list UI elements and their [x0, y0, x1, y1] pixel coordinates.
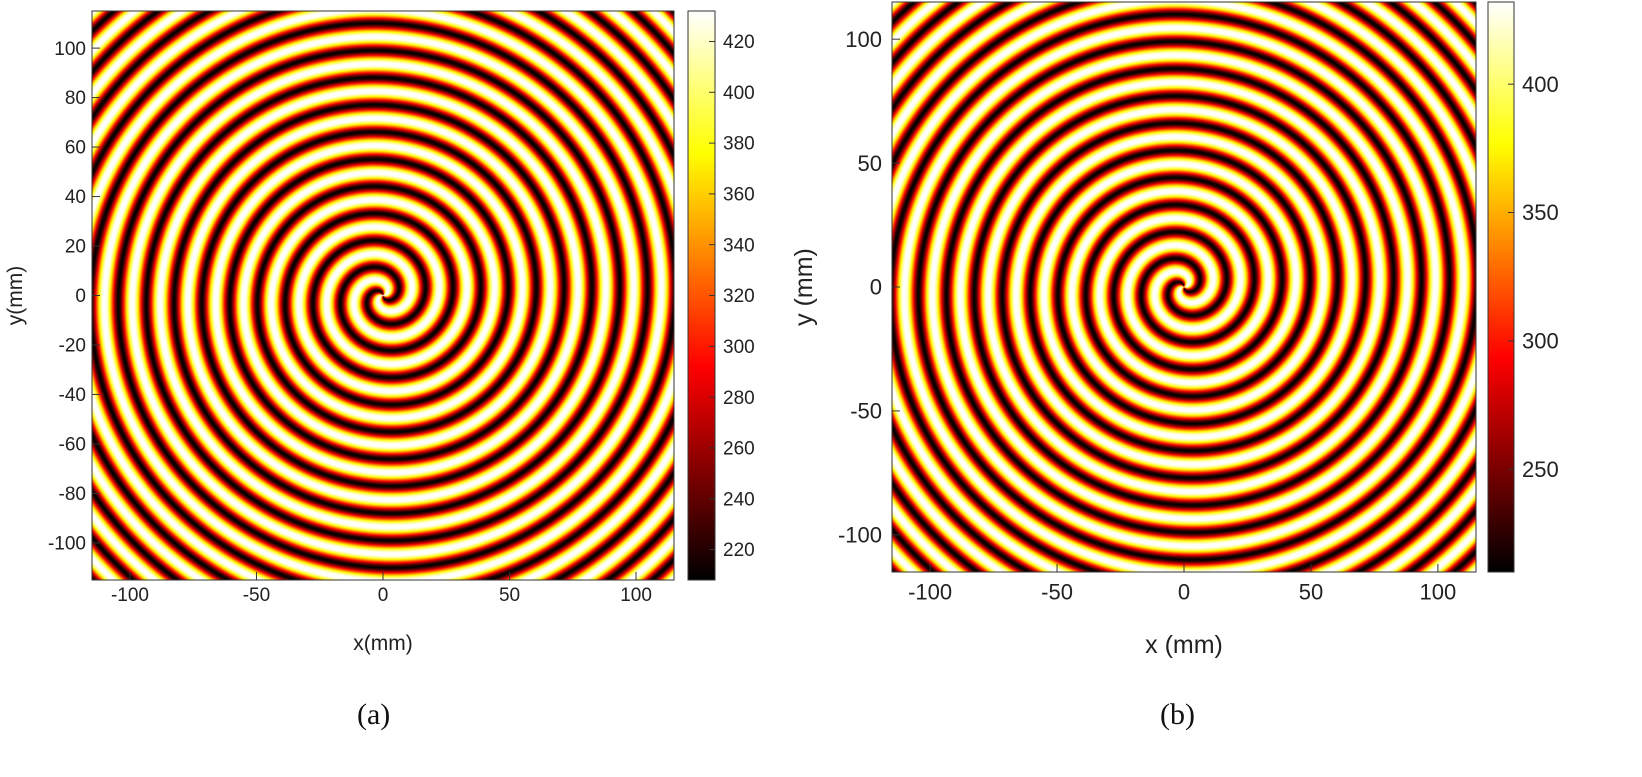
colorbar-tick-label: 320	[723, 286, 755, 307]
x-tick-label: 100	[620, 585, 652, 606]
x-tick-label: 100	[1420, 580, 1457, 605]
heatmap-image	[892, 2, 1476, 572]
y-tick-label: -40	[59, 385, 86, 406]
x-tick-label: -100	[111, 585, 149, 606]
y-tick-label: 80	[65, 88, 86, 109]
colorbar-tick-label: 380	[723, 134, 755, 155]
y-tick-label: 100	[54, 39, 86, 60]
colorbar-tick-label: 350	[1522, 200, 1559, 225]
y-tick-label: 60	[65, 138, 86, 159]
colorbar-tick-label: 220	[723, 540, 755, 561]
x-tick-label: 50	[499, 585, 520, 606]
panel-caption-b: (b)	[1160, 698, 1195, 731]
plot-frame	[891, 1, 1477, 573]
y-tick-label: -20	[59, 336, 86, 357]
colorbar-tick-label: 280	[723, 388, 755, 409]
colorbar-tick-label: 300	[723, 337, 755, 358]
colorbar-tick-label: 240	[723, 489, 755, 510]
x-tick-label: -100	[908, 580, 952, 605]
y-tick-label: -80	[59, 484, 86, 505]
y-tick-label: 100	[845, 27, 882, 52]
colorbar-tick-label: 300	[1522, 329, 1559, 354]
y-tick-label: 0	[870, 275, 882, 300]
colorbar-gradient	[1488, 2, 1514, 572]
y-tick-label: 0	[75, 286, 86, 307]
colorbar-frame	[1487, 1, 1515, 573]
y-tick-label: -100	[838, 523, 882, 548]
x-tick-label: 0	[378, 585, 389, 606]
panel-caption-a: (a)	[357, 698, 391, 731]
x-axis-label: x(mm)	[353, 632, 412, 655]
x-tick-label: 50	[1299, 580, 1323, 605]
y-tick-label: -50	[850, 399, 882, 424]
x-axis-label: x (mm)	[1145, 631, 1223, 659]
heatmap-image	[92, 11, 674, 580]
x-tick-label: -50	[1041, 580, 1073, 605]
y-tick-label: -60	[59, 435, 86, 456]
x-tick-label: -50	[243, 585, 270, 606]
colorbar-tick-label: 260	[723, 439, 755, 460]
y-tick-label: -100	[48, 534, 86, 555]
y-axis-label: y(mm)	[4, 266, 27, 325]
colorbar-tick-label: 400	[1522, 72, 1559, 97]
y-tick-label: 40	[65, 187, 86, 208]
x-tick-label: 0	[1178, 580, 1190, 605]
y-tick-label: 50	[858, 151, 882, 176]
y-axis-label: y (mm)	[790, 248, 818, 326]
colorbar-tick-label: 250	[1522, 457, 1559, 482]
y-tick-label: 20	[65, 237, 86, 258]
colorbar-tick-label: 360	[723, 185, 755, 206]
colorbar-tick-label: 420	[723, 32, 755, 53]
colorbar-tick-label: 340	[723, 235, 755, 256]
colorbar-tick-label: 400	[723, 83, 755, 104]
